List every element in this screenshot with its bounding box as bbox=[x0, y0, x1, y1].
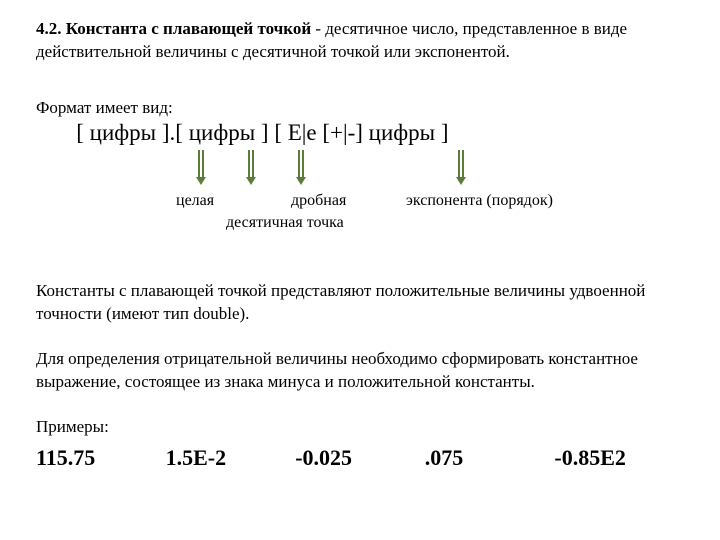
example-value: .075 bbox=[425, 445, 555, 471]
label-dot: десятичная точка bbox=[226, 214, 344, 232]
heading-title: Константа с плавающей точкой bbox=[66, 19, 311, 38]
arrow-fraction bbox=[296, 150, 306, 184]
example-value: -0.85Е2 bbox=[554, 445, 684, 471]
example-value: 1.5Е-2 bbox=[166, 445, 296, 471]
heading: 4.2. Константа с плавающей точкой - деся… bbox=[36, 18, 684, 64]
arrow-dot bbox=[246, 150, 256, 184]
heading-rest-1: - десятичное число, представленное в вид… bbox=[311, 19, 627, 38]
format-intro: Формат имеет вид: bbox=[36, 98, 684, 118]
arrow-integer bbox=[196, 150, 206, 184]
paragraph-negative: Для определения отрицательной величины н… bbox=[36, 348, 684, 394]
format-diagram: [ цифры ].[ цифры ] [ E|e [+|-] цифры ] … bbox=[36, 120, 684, 240]
example-value: 115.75 bbox=[36, 445, 166, 471]
examples-label: Примеры: bbox=[36, 416, 684, 439]
label-exponent: экспонента (порядок) bbox=[406, 192, 553, 210]
heading-number: 4.2. bbox=[36, 19, 62, 38]
paragraph-double: Константы с плавающей точкой представляю… bbox=[36, 280, 684, 326]
label-fraction: дробная bbox=[291, 192, 346, 210]
examples-row: 115.75 1.5Е-2 -0.025 .075 -0.85Е2 bbox=[36, 445, 684, 471]
example-value: -0.025 bbox=[295, 445, 425, 471]
label-integer: целая bbox=[176, 192, 214, 210]
arrow-exponent bbox=[456, 150, 466, 184]
page: 4.2. Константа с плавающей точкой - деся… bbox=[0, 0, 720, 471]
heading-rest-2: действительной величины с десятичной точ… bbox=[36, 42, 510, 61]
format-string: [ цифры ].[ цифры ] [ E|e [+|-] цифры ] bbox=[36, 120, 684, 146]
